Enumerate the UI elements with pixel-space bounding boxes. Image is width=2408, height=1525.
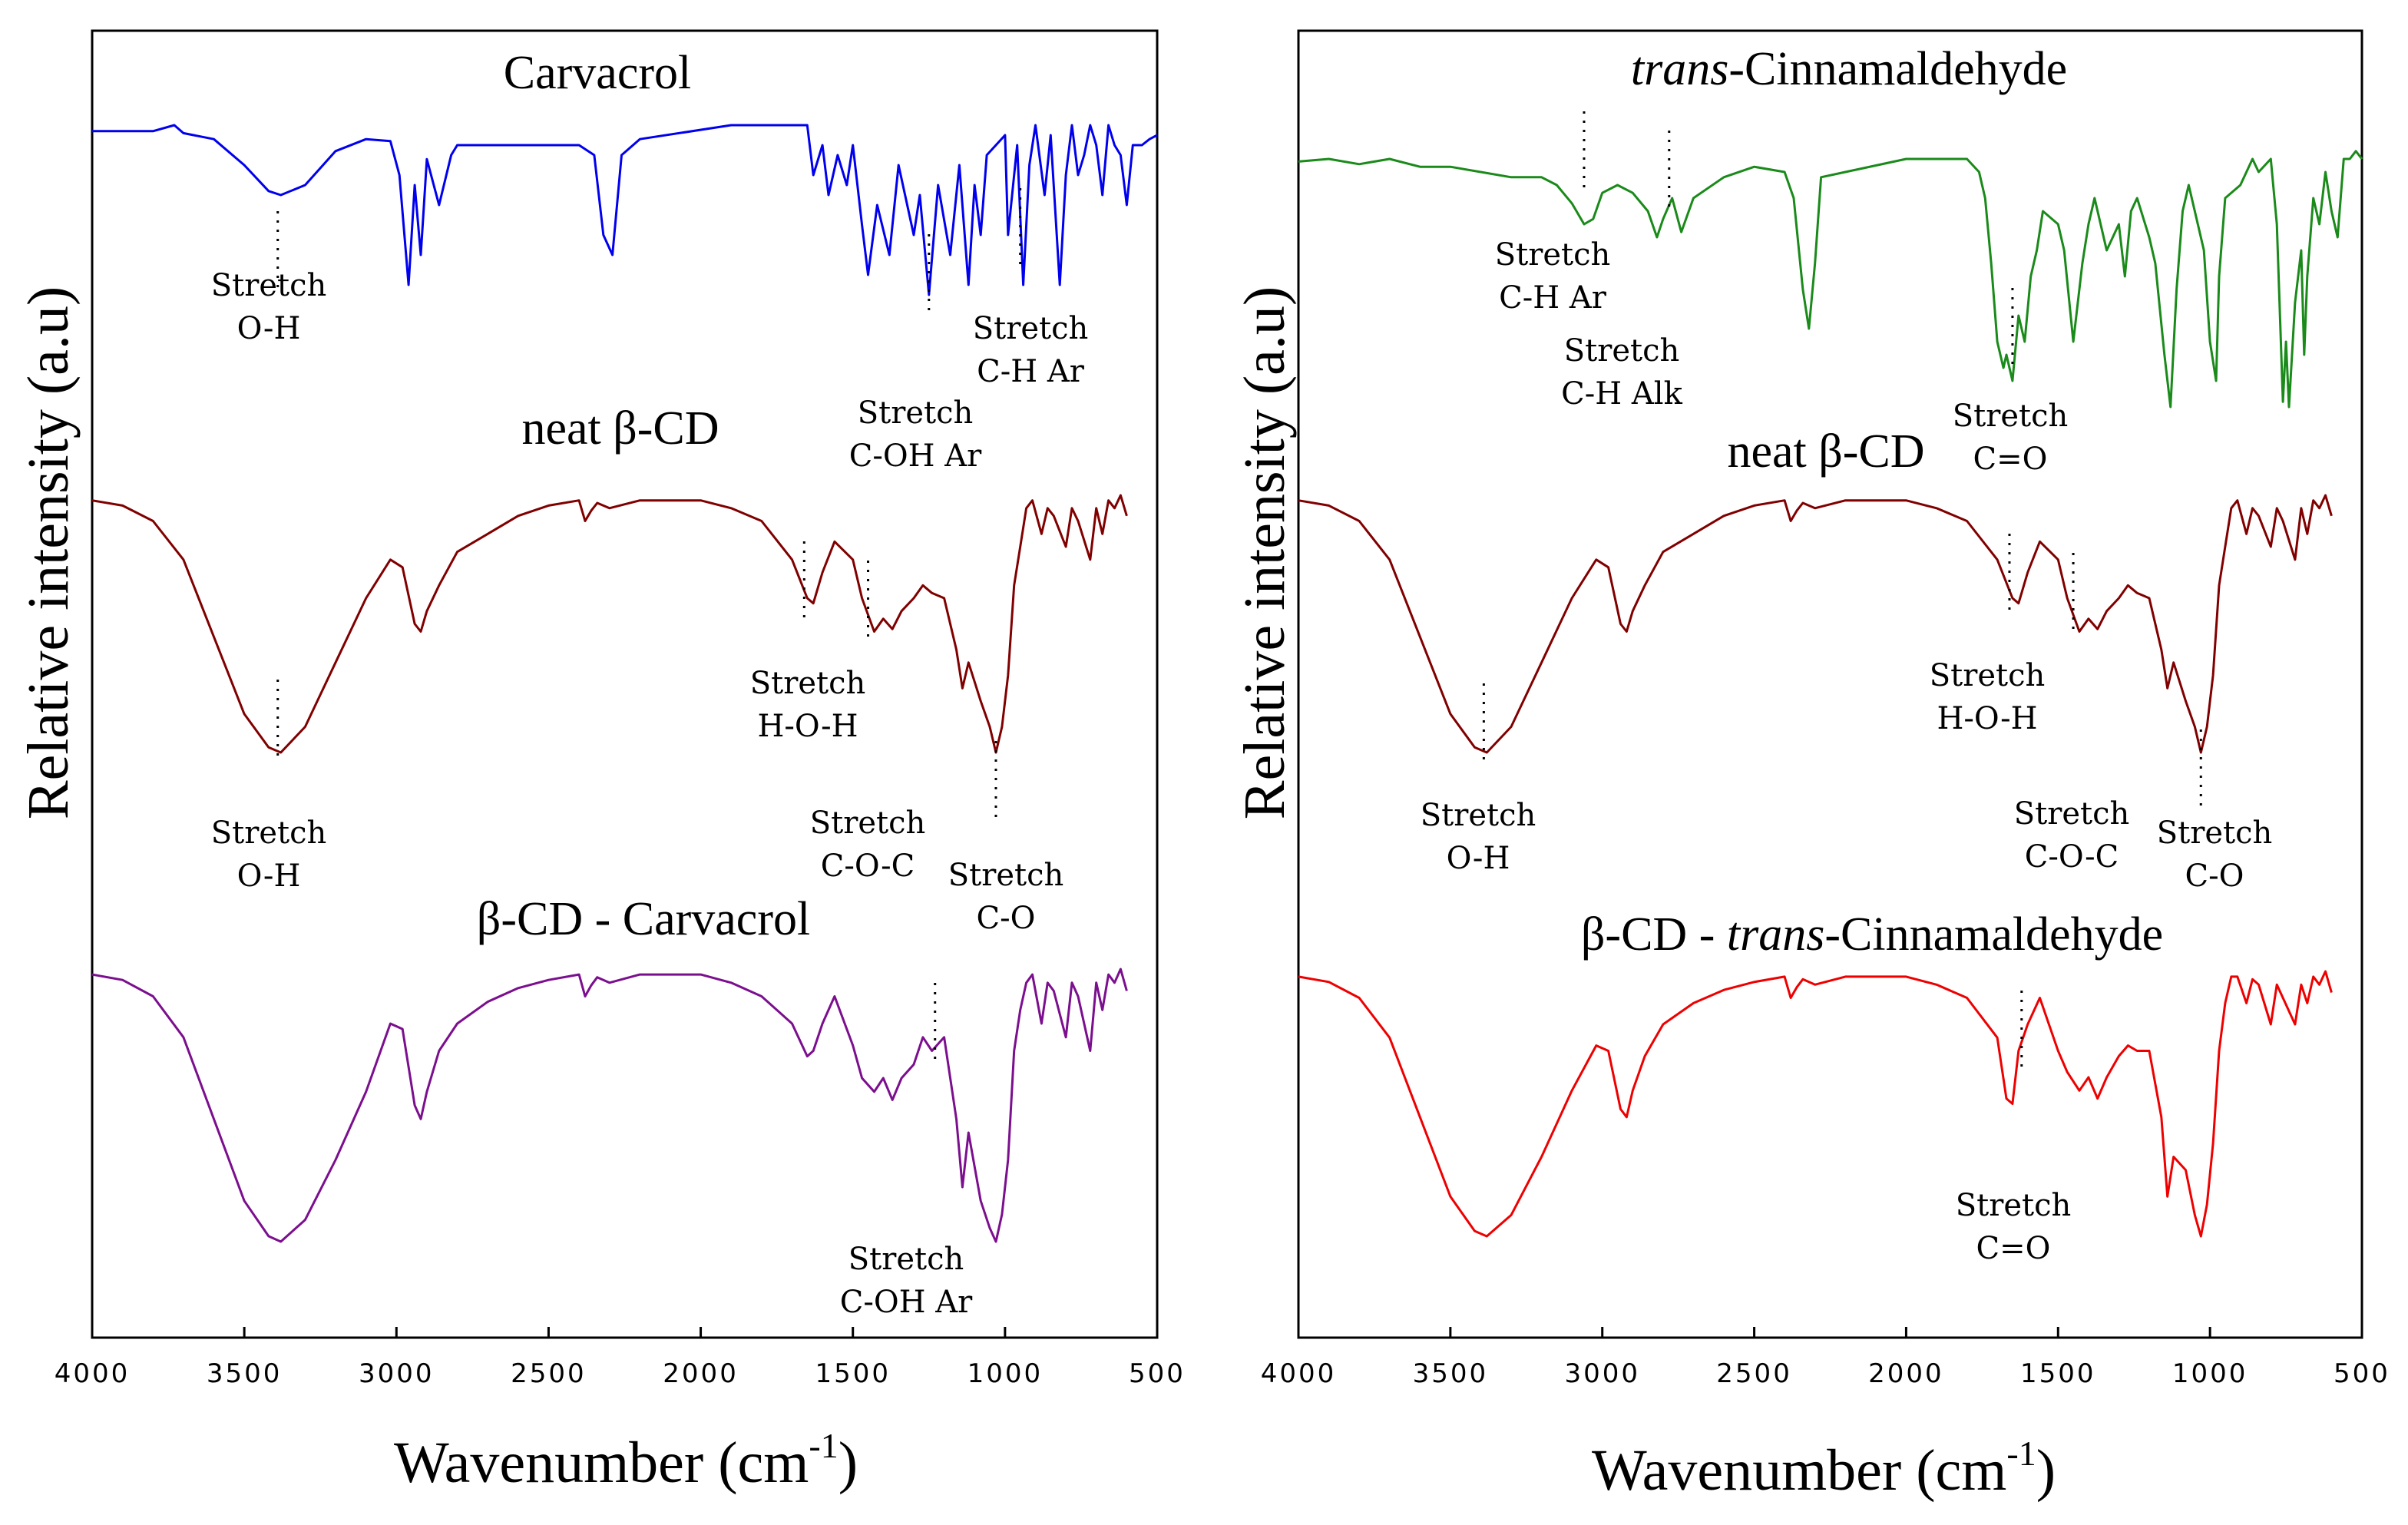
annotation-label: C-O-C xyxy=(821,849,915,884)
x-axis-title-close: ) xyxy=(2036,1438,2056,1503)
annotation-label: C-H Ar xyxy=(1499,280,1607,316)
series-title-part: β-CD - xyxy=(1581,908,1727,961)
x-tick-label: 2500 xyxy=(1716,1358,1792,1389)
annotation-label: Stretch xyxy=(810,806,926,841)
x-tick-label: 2000 xyxy=(1868,1358,1944,1389)
x-tick-label: 4000 xyxy=(55,1358,131,1389)
series-title-2: neat β-CD xyxy=(521,402,719,455)
series-line-1 xyxy=(92,124,1158,296)
x-axis-title-close: ) xyxy=(838,1431,858,1495)
annotation-label: Stretch xyxy=(1421,798,1536,833)
plot-frame xyxy=(91,29,1159,1339)
annotation-label: Stretch xyxy=(1953,399,2069,434)
annotation-label: O-H xyxy=(237,858,301,894)
panel-right: 4000 3500 3000 2500 2000 1500 1000 500 Relative … xyxy=(1232,29,2390,1503)
annotation-label: H-O-H xyxy=(1937,701,2037,736)
x-axis-title: Wavenumber (cm-1) xyxy=(1592,1434,2056,1503)
series-title-1: Carvacrol xyxy=(504,47,691,99)
annotation-label: C-H Ar xyxy=(977,354,1085,389)
series-title-3: β-CD - trans-Cinnamaldehyde xyxy=(1581,908,2163,961)
y-axis-title: Relative intensity (a.u) xyxy=(16,286,81,819)
annotation-label: Stretch xyxy=(973,311,1089,346)
annotation-label: Stretch xyxy=(1956,1188,2072,1223)
x-tick-label: 3000 xyxy=(1564,1358,1640,1389)
series-title-part: -Cinnamaldehyde xyxy=(1824,908,2163,961)
series-title-part: Carvacrol xyxy=(504,47,691,99)
annotation-label: Stretch xyxy=(858,395,974,431)
annotation-label: Stretch xyxy=(1495,237,1611,273)
annotation-label: O-H xyxy=(237,311,301,346)
x-axis-title-main: Wavenumber (cm xyxy=(394,1431,809,1495)
series-title-2: neat β-CD xyxy=(1727,425,1924,478)
x-axis-title-main: Wavenumber (cm xyxy=(1592,1438,2006,1503)
annotation-label: Stretch xyxy=(211,815,327,851)
x-tick-label: 2500 xyxy=(511,1358,587,1389)
annotation-label: H-O-H xyxy=(757,709,858,744)
annotation-label: C-H Alk xyxy=(1561,376,1682,412)
x-tick-label: 3500 xyxy=(207,1358,283,1389)
series-line-2 xyxy=(1298,494,2333,754)
x-tick-label: 500 xyxy=(2334,1358,2390,1389)
y-axis-title: Relative intensity (a.u) xyxy=(1232,286,1297,819)
annotation-label: C-O-C xyxy=(2025,839,2119,875)
annotation-label: Stretch xyxy=(948,858,1064,893)
annotation-label: Stretch xyxy=(848,1242,964,1277)
annotation-label: Stretch xyxy=(750,666,866,701)
x-axis-title-sup: -1 xyxy=(2006,1434,2036,1473)
annotation-label: Stretch xyxy=(2157,815,2273,851)
panel-left: 4000 3500 3000 2500 2000 1500 1000 500 Relative … xyxy=(16,29,1186,1495)
x-axis-title-sup: -1 xyxy=(809,1426,838,1465)
annotation-label: C-O xyxy=(977,901,1036,936)
series-line-2 xyxy=(91,494,1128,754)
annotation-label: Stretch xyxy=(1564,333,1680,369)
annotation-label: C=O xyxy=(1976,1231,2051,1266)
series-line-1 xyxy=(1298,150,2363,409)
x-tick-label: 4000 xyxy=(1261,1358,1337,1389)
annotation-label: Stretch xyxy=(2014,796,2130,832)
annotation-label: Stretch xyxy=(1930,658,2046,693)
x-tick-label: 1000 xyxy=(968,1358,1044,1389)
x-axis-title: Wavenumber (cm-1) xyxy=(394,1426,858,1495)
x-tick-label: 1500 xyxy=(2020,1358,2096,1389)
series-title-3: β-CD - Carvacrol xyxy=(477,893,810,945)
series-title-1: trans-Cinnamaldehyde xyxy=(1631,43,2067,95)
plot-frame xyxy=(1297,29,2363,1339)
x-tick-label: 2000 xyxy=(663,1358,739,1389)
series-line-3 xyxy=(91,968,1128,1243)
series-title-part: neat β-CD xyxy=(521,402,719,455)
series-title-part: neat β-CD xyxy=(1727,425,1924,478)
x-tick-label: 500 xyxy=(1129,1358,1186,1389)
series-title-part: -Cinnamaldehyde xyxy=(1728,43,2067,95)
annotation-label: C-O xyxy=(2185,858,2244,894)
series-title-part: trans xyxy=(1631,43,1728,95)
series-title-part: trans xyxy=(1727,908,1824,961)
x-tick-label: 1000 xyxy=(2172,1358,2248,1389)
annotation-label: C-OH Ar xyxy=(840,1285,973,1320)
annotation-label: C=O xyxy=(1973,442,2048,477)
annotation-label: Stretch xyxy=(211,268,327,303)
x-tick-label: 1500 xyxy=(815,1358,891,1389)
series-title-part: β-CD - Carvacrol xyxy=(477,893,810,945)
annotation-label: C-OH Ar xyxy=(849,438,982,474)
x-tick-label: 3500 xyxy=(1413,1358,1489,1389)
x-tick-label: 3000 xyxy=(359,1358,435,1389)
series-line-3 xyxy=(1298,970,2333,1238)
annotation-label: O-H xyxy=(1447,841,1510,876)
